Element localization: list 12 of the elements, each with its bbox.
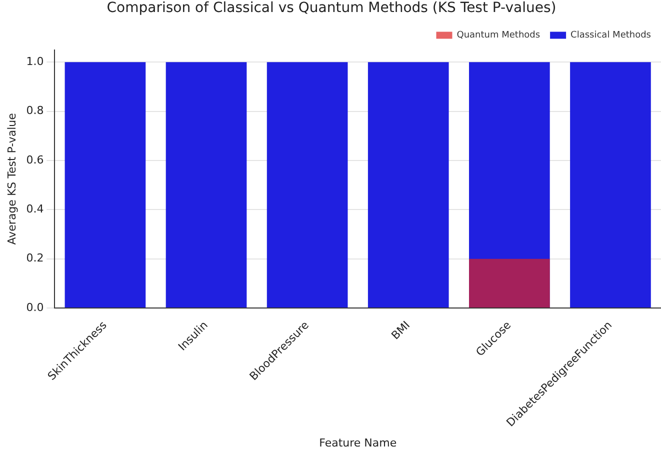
- y-tick-label: 0.8: [26, 104, 44, 118]
- x-tick-label: BMI: [388, 318, 413, 342]
- y-tick-label: 1.0: [26, 54, 44, 68]
- chart-title: Comparison of Classical vs Quantum Methods (KS Test P-values): [106, 0, 556, 16]
- y-tick-label: 0.0: [26, 300, 44, 314]
- x-axis-title: Feature Name: [319, 436, 397, 450]
- legend-label: Classical Methods: [570, 30, 652, 41]
- y-tick-label: 0.6: [26, 153, 44, 166]
- legend-label: Quantum Methods: [456, 30, 540, 41]
- y-axis-title: Average KS Test P-value: [5, 112, 18, 245]
- y-tick-label: 0.4: [26, 202, 44, 216]
- y-tick-label: 0.2: [26, 252, 44, 265]
